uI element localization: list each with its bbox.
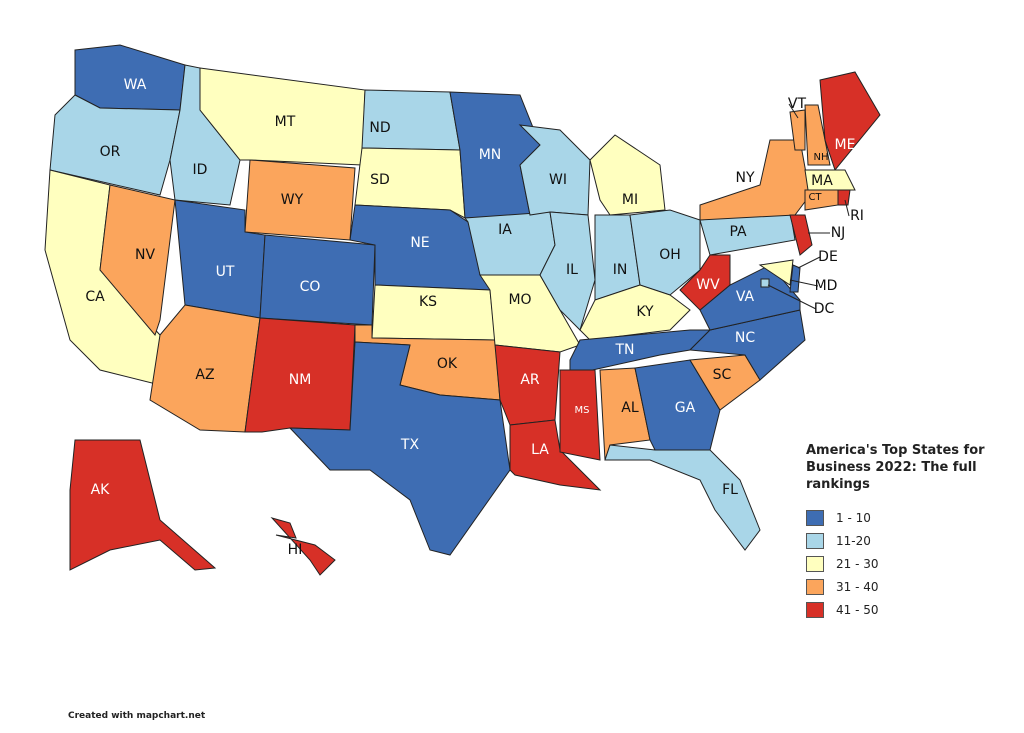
state-label: NY [735,170,754,186]
state-label: MD [815,278,838,294]
state-shape [679,254,731,311]
state-shape [804,169,856,191]
state-label: DC [814,301,835,317]
leader-line [797,256,821,269]
footer: Created with mapchart.net [68,711,206,721]
state-label: ID [193,162,208,178]
state-label: VA [736,289,755,305]
state-shape [589,134,666,216]
state-label: IA [498,222,512,238]
state-shape [288,341,511,556]
legend-item: 41 - 50 [806,602,879,618]
leader-line [789,279,819,287]
state-label: WI [549,172,567,188]
legend-item: 11-20 [806,533,871,549]
state-label: MO [508,292,531,308]
state-label: TX [400,437,420,453]
state-label: NE [410,235,429,251]
state-shape [99,184,176,337]
state-label: CT [808,192,822,203]
legend-label: 21 - 30 [836,557,879,571]
state-label: AZ [195,367,214,383]
state-label: DE [818,249,838,265]
state-shape [837,189,851,206]
state-shape [699,139,811,221]
state-shape [270,517,336,576]
state-shape [758,259,794,286]
legend-swatch [806,579,824,595]
state-label: PA [729,224,747,240]
state-label: WY [281,192,304,208]
legend-label: 41 - 50 [836,603,879,617]
state-label: SD [370,172,390,188]
state-shape [354,147,466,219]
state-shape [604,444,761,551]
legend-label: 11-20 [836,534,871,548]
state-label: MN [479,147,502,163]
state-label: LA [531,442,549,458]
state-label: HI [288,542,303,558]
state-shape [599,367,651,461]
state-label: KS [419,294,437,310]
state-shape [789,109,806,151]
state-label: NC [735,330,755,346]
state-label: ND [369,120,390,136]
state-label: OR [100,144,121,160]
state-shape [789,264,801,293]
state-label: SC [713,367,732,383]
state-label: ME [835,137,856,153]
legend-label: 31 - 40 [836,580,879,594]
state-label: MA [811,173,833,189]
state-label: AK [91,482,111,498]
state-label: NM [289,372,312,388]
legend-swatch [806,556,824,572]
leader-line [788,103,799,119]
state-label: OK [437,356,458,372]
state-label: MT [275,114,296,130]
state-label: TN [614,342,634,358]
state-shape [804,104,831,166]
legend-swatch [806,602,824,618]
state-label: FL [722,482,738,498]
state-label: CO [300,279,321,295]
state-shape [760,278,770,288]
state-label: MI [622,192,638,208]
state-label: AR [520,372,540,388]
state-shape [69,439,217,571]
state-label: GA [675,400,696,416]
state-label: WA [124,77,147,93]
legend-swatch [806,510,824,526]
state-shape [509,419,602,491]
state-label: IL [566,262,578,278]
legend-item: 1 - 10 [806,510,871,526]
state-label: WV [696,277,720,293]
state-label: CA [85,289,105,305]
state-label: IN [613,262,628,278]
state-label: AL [621,400,639,416]
state-shape [819,71,881,172]
legend-label: 1 - 10 [836,511,871,525]
state-label: NH [814,152,829,163]
state-shape [559,369,601,461]
state-label: UT [216,264,235,280]
state-label: OH [659,247,681,263]
leader-line [844,199,850,217]
legend-item: 31 - 40 [806,579,879,595]
state-shape [539,211,596,331]
state-shape [789,214,813,256]
leader-line [767,284,817,310]
state-label: VT [788,96,807,112]
legend-title: America's Top States for Business 2022: … [806,443,985,492]
state-label: NV [135,247,155,263]
legend-item: 21 - 30 [806,556,879,572]
legend-swatch [806,533,824,549]
state-shape [804,189,839,211]
state-label: KY [636,304,654,320]
state-label: NJ [831,225,846,241]
state-label: RI [850,208,864,224]
state-label: MS [575,405,590,416]
